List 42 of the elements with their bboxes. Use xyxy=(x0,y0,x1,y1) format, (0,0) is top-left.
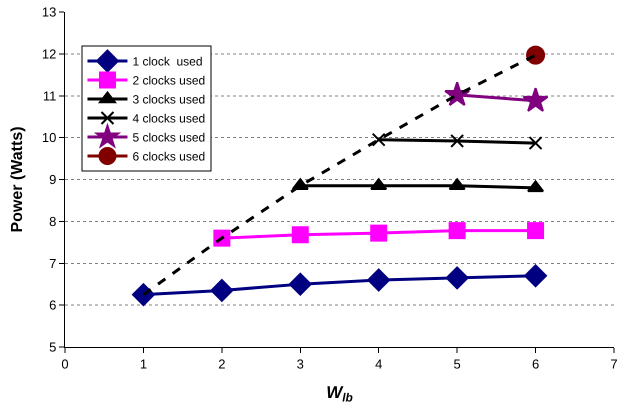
x-tick-label: 1 xyxy=(140,356,148,372)
y-tick-label: 12 xyxy=(42,46,56,62)
point xyxy=(448,222,466,240)
x-axis-title: W$_{lb}$ xyxy=(326,383,353,405)
point xyxy=(527,222,544,240)
x-tick-label: 2 xyxy=(218,356,226,372)
y-tick-label: 9 xyxy=(49,172,56,188)
point xyxy=(448,178,466,190)
y-tick-label: 13 xyxy=(42,4,56,20)
y-axis-title: Power (Watts) xyxy=(8,126,26,233)
point xyxy=(527,180,544,192)
x-tick-label: 4 xyxy=(375,356,382,372)
y-tick-label: 5 xyxy=(49,340,56,355)
x-tick-label: 5 xyxy=(454,356,461,372)
legend-label: 6 clocks used xyxy=(132,150,206,164)
legend-label: 3 clocks used xyxy=(132,92,206,107)
point xyxy=(210,279,234,302)
point xyxy=(288,272,312,296)
point xyxy=(446,266,469,290)
point xyxy=(292,226,309,244)
point xyxy=(522,87,549,112)
legend-label: 5 clocks used xyxy=(132,130,206,145)
point xyxy=(367,268,390,292)
point xyxy=(450,134,464,148)
y-tick-label: 7 xyxy=(49,256,56,271)
x-tick-label: 0 xyxy=(61,356,69,372)
y-tick-label: 10 xyxy=(42,130,56,146)
point xyxy=(370,178,388,190)
legend-label: 1 clock used xyxy=(132,54,203,69)
legend-label: 2 clocks used xyxy=(132,74,206,88)
point xyxy=(370,224,388,242)
y-tick-label: 11 xyxy=(42,88,56,104)
y-tick-label: 8 xyxy=(49,214,56,229)
point xyxy=(526,46,546,65)
point xyxy=(372,132,386,147)
point xyxy=(528,136,543,150)
y-tick-label: 6 xyxy=(49,298,56,313)
x-tick-label: 6 xyxy=(532,356,540,372)
x-tick-label: 7 xyxy=(610,356,618,372)
legend-label: 4 clocks used xyxy=(132,112,206,126)
x-tick-label: 3 xyxy=(296,356,304,372)
point xyxy=(524,264,547,288)
